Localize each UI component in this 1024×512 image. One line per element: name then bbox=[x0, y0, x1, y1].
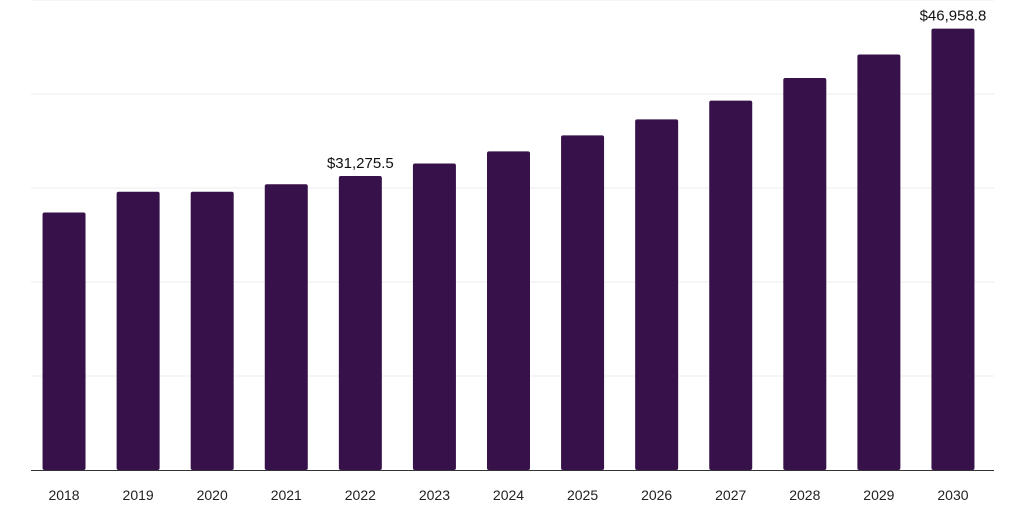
data-label-2030: $46,958.8 bbox=[920, 8, 987, 25]
x-tick-label: 2023 bbox=[419, 487, 450, 503]
bar-2027 bbox=[709, 100, 753, 470]
x-tick-label: 2020 bbox=[197, 487, 228, 503]
x-tick-label: 2018 bbox=[48, 487, 79, 503]
bar-2024 bbox=[487, 151, 530, 470]
bar-2022 bbox=[338, 176, 382, 470]
x-tick-label: 2019 bbox=[123, 487, 154, 503]
bar-2021 bbox=[264, 184, 308, 471]
data-labels: $31,275.5 $46,958.8 bbox=[327, 8, 986, 172]
bar-2018 bbox=[42, 212, 86, 470]
bar-2020 bbox=[190, 191, 234, 470]
bar-2028 bbox=[783, 78, 827, 471]
x-tick-label: 2021 bbox=[271, 487, 302, 503]
data-label-2022: $31,275.5 bbox=[327, 155, 394, 172]
x-tick-label: 2022 bbox=[345, 487, 376, 503]
x-tick-label: 2026 bbox=[641, 487, 672, 503]
x-tick-label: 2029 bbox=[863, 487, 894, 503]
x-tick-label: 2024 bbox=[493, 487, 524, 503]
bar-2026 bbox=[635, 119, 679, 470]
x-tick-label: 2028 bbox=[789, 487, 820, 503]
bar-2029 bbox=[857, 54, 901, 471]
bar-2023 bbox=[412, 163, 456, 470]
bars bbox=[42, 28, 975, 471]
bar-2030 bbox=[931, 28, 975, 470]
bar-2019 bbox=[116, 191, 160, 470]
bar-2025 bbox=[561, 135, 605, 471]
x-tick-label: 2030 bbox=[937, 487, 968, 503]
x-tick-label: 2025 bbox=[567, 487, 598, 503]
x-tick-labels: 2018 2019 2020 2021 2022 2023 2024 2025 2026 2027… bbox=[48, 487, 968, 503]
x-tick-label: 2027 bbox=[715, 487, 746, 503]
